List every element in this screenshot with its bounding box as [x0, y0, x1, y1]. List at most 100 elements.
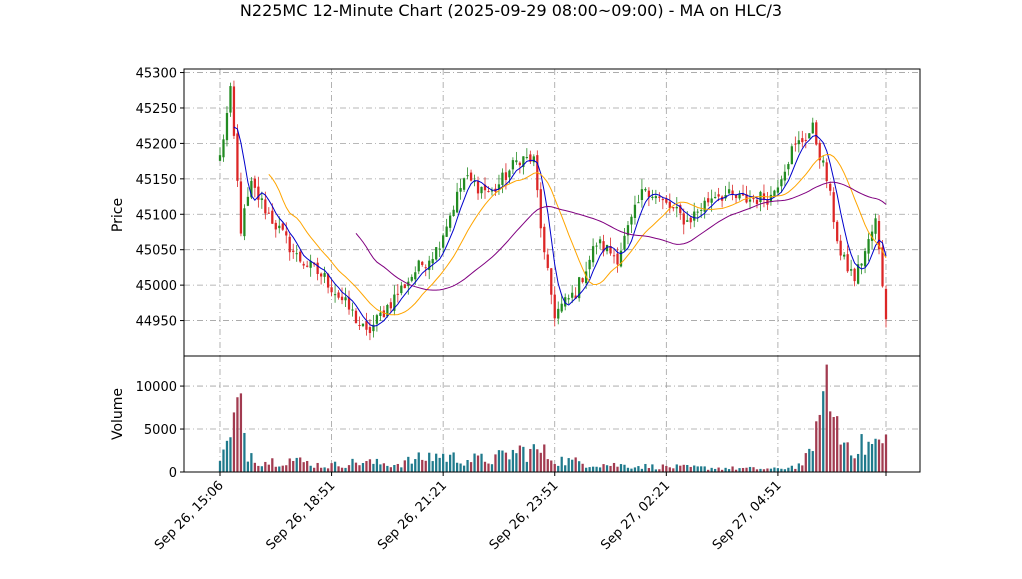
volume-bar [372, 463, 375, 472]
volume-bar [734, 469, 738, 472]
candle [794, 136, 797, 152]
volume-bar [501, 450, 504, 472]
volume-bar [661, 464, 664, 472]
candle [543, 223, 546, 260]
volume-bar [466, 459, 469, 472]
price-tick-label: 44950 [136, 315, 177, 330]
candle-body [428, 260, 431, 271]
candle-body [379, 312, 382, 316]
candle [222, 134, 225, 162]
candle-body [609, 246, 612, 254]
candle [557, 301, 560, 325]
time-axis-ticks: Sep 26, 15:06 Sep 26, 18:51 Sep 26, 21:21 S… [152, 472, 887, 553]
volume-bar [326, 468, 330, 472]
candle [612, 249, 616, 264]
volume-bar [679, 465, 682, 472]
volume-bar [455, 462, 459, 472]
volume-bar [469, 462, 473, 472]
volume-bar [766, 468, 769, 472]
candle-body [529, 154, 532, 162]
volume-bar [856, 453, 860, 472]
candle [515, 151, 518, 165]
candle [365, 312, 368, 336]
candle [403, 283, 406, 289]
candle [459, 178, 462, 200]
candle [602, 234, 605, 257]
volume-bar [222, 449, 225, 472]
candle-body [727, 189, 731, 194]
candle [480, 186, 483, 199]
candle-body [853, 268, 856, 282]
volume-bar [623, 464, 626, 472]
volume-bar [839, 444, 842, 472]
candle-body [281, 223, 284, 230]
volume-bar [225, 440, 229, 472]
time-tick-label: Sep 26, 18:51 [264, 478, 339, 553]
candle [431, 251, 434, 270]
candle-body [578, 277, 581, 299]
candle-body [644, 188, 647, 191]
candle-body [246, 196, 250, 206]
candle [389, 298, 392, 313]
candle-body [546, 254, 549, 268]
volume-bar [424, 460, 427, 472]
candle-body [431, 258, 434, 264]
candle [675, 197, 678, 218]
candle-body [773, 190, 776, 197]
candle-body [368, 327, 372, 334]
candle-body [780, 179, 783, 187]
candle [787, 161, 790, 176]
candle [435, 246, 438, 261]
candle [218, 147, 222, 162]
price-tick-label: 45100 [136, 208, 177, 223]
candle [849, 259, 853, 277]
volume-bar [285, 465, 288, 472]
volume-bar [707, 469, 710, 472]
candle-body [476, 181, 480, 194]
candle [668, 193, 671, 214]
candle-body [804, 139, 807, 141]
candle [361, 323, 365, 328]
candle-body [229, 86, 232, 113]
candle-body [452, 209, 455, 216]
volume-bar [696, 466, 699, 472]
candle [567, 294, 570, 305]
candle-body [361, 323, 365, 327]
candle-body [801, 138, 804, 143]
volume-bar [299, 457, 302, 472]
candle [539, 182, 542, 238]
candle [731, 184, 734, 201]
volume-bar [783, 469, 787, 472]
candle-body [591, 246, 595, 263]
volume-bar [400, 467, 403, 472]
candle-body [783, 171, 787, 181]
candle-body [689, 217, 692, 223]
volume-bar [665, 465, 668, 472]
candle [292, 243, 295, 259]
candle [344, 287, 347, 307]
volume-bar [801, 465, 804, 472]
candle-body [863, 251, 867, 267]
volume-bar [738, 468, 741, 472]
candle-body [553, 294, 556, 319]
candle-body [274, 222, 277, 230]
volume-bar [755, 469, 759, 472]
candle-body [661, 199, 664, 201]
candle-body [668, 201, 671, 209]
candle-body [340, 296, 344, 301]
moving-average-line [355, 181, 887, 291]
candle [326, 272, 330, 294]
candle [445, 218, 448, 238]
candle-body [846, 254, 849, 272]
candle-body [626, 225, 630, 236]
candle [529, 150, 532, 165]
candle-body [654, 196, 657, 199]
candle [295, 244, 298, 262]
candle-body [264, 199, 267, 214]
candle [225, 106, 229, 147]
candle [518, 161, 522, 174]
volume-bar [595, 466, 598, 472]
candle-body [884, 288, 888, 320]
volume-bar [557, 465, 560, 472]
volume-bar [494, 454, 497, 472]
